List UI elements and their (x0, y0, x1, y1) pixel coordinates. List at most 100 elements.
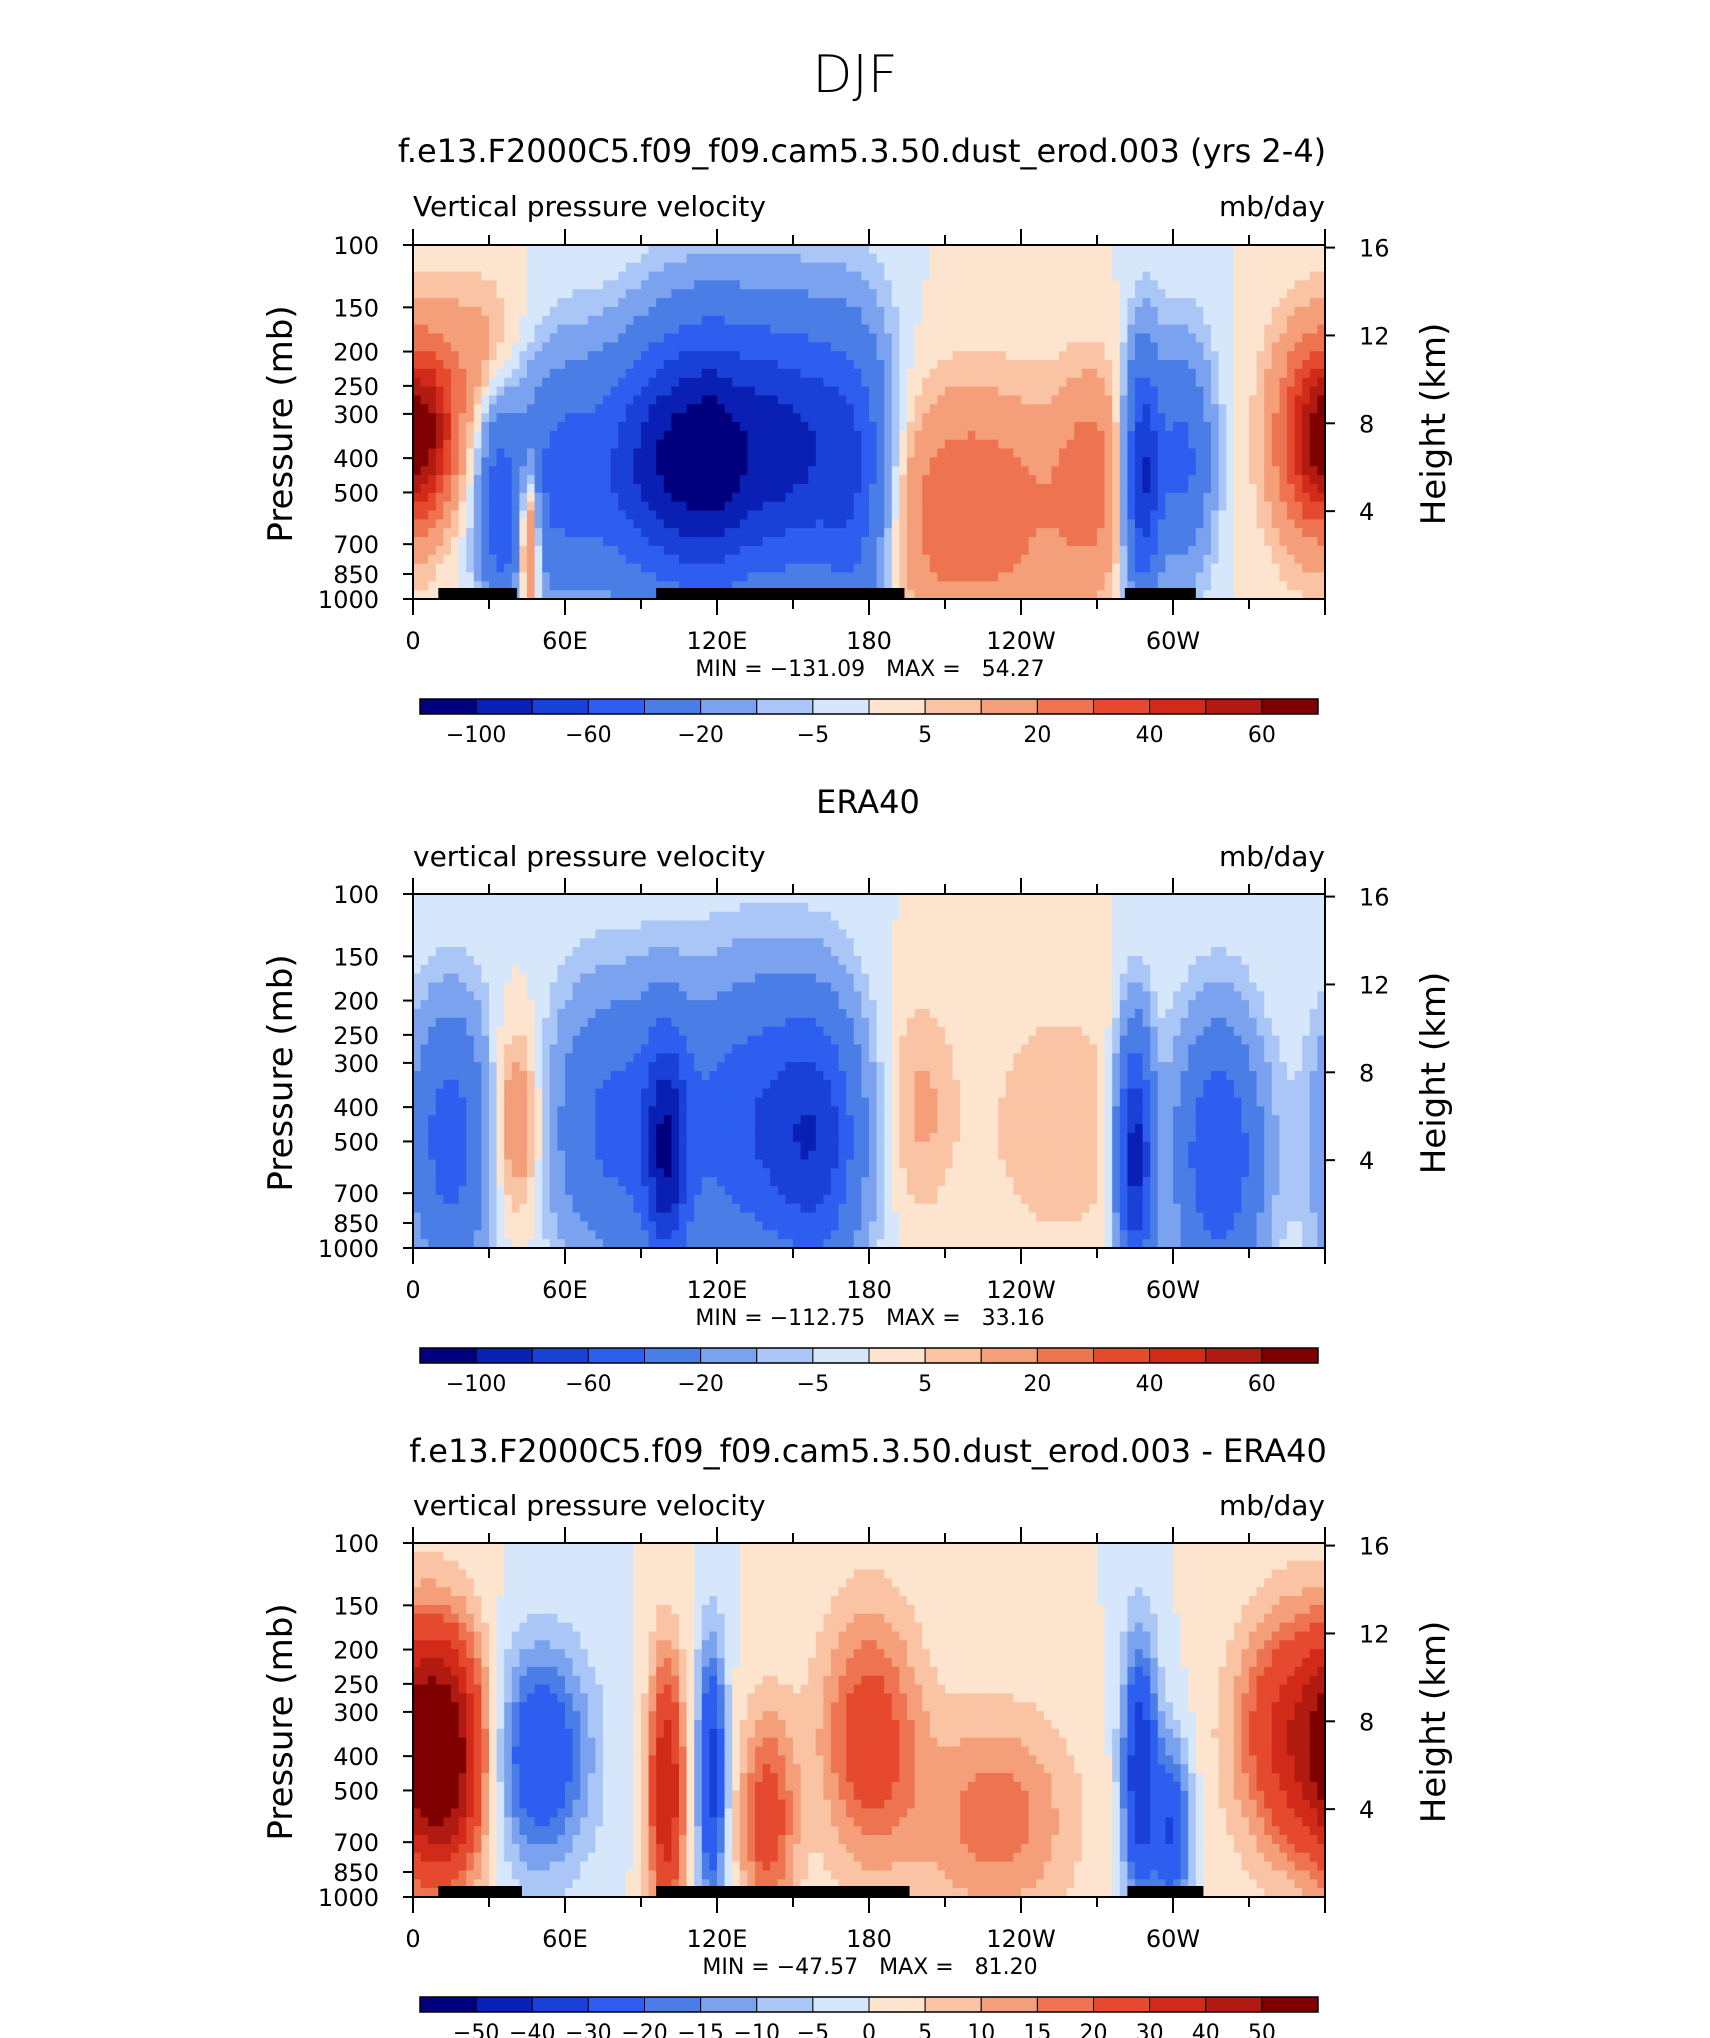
field-cell (1021, 378, 1029, 387)
field-cell (611, 254, 619, 263)
field-cell (937, 334, 945, 343)
field-cell (428, 564, 436, 573)
field-cell (413, 457, 421, 466)
field-cell (443, 307, 451, 316)
field-cell (991, 484, 999, 493)
field-cell (725, 395, 733, 404)
field-cell (633, 334, 641, 343)
field-cell (717, 466, 725, 475)
field-cell (922, 378, 930, 387)
page-title: DJF (812, 45, 897, 105)
field-cell (679, 316, 687, 325)
field-cell (1188, 325, 1196, 334)
field-cell (671, 528, 679, 537)
field-cell (527, 316, 535, 325)
field-cell (1188, 440, 1196, 449)
field-cell (519, 581, 527, 590)
field-cell (831, 316, 839, 325)
field-cell (1036, 449, 1044, 458)
field-cell (1089, 581, 1097, 590)
field-cell (793, 449, 801, 458)
field-cell (808, 422, 816, 431)
field-cell (1196, 395, 1204, 404)
field-cell (968, 272, 976, 281)
field-cell (740, 422, 748, 431)
field-cell (1105, 519, 1113, 528)
field-cell (679, 298, 687, 307)
field-cell (998, 280, 1006, 289)
field-cell (1287, 342, 1295, 351)
field-cell (877, 254, 885, 263)
field-cell (755, 440, 763, 449)
field-cell (1067, 449, 1075, 458)
field-cell (1013, 272, 1021, 281)
field-cell (1006, 272, 1014, 281)
field-cell (1219, 404, 1227, 413)
field-cell (557, 280, 565, 289)
field-cell (694, 564, 702, 573)
field-cell (975, 263, 983, 272)
field-cell (1074, 511, 1082, 520)
field-cell (550, 555, 558, 564)
field-cell (489, 298, 497, 307)
field-cell (641, 431, 649, 440)
field-cell (816, 280, 824, 289)
field-cell (1143, 555, 1151, 564)
field-cell (755, 555, 763, 564)
field-cell (778, 528, 786, 537)
field-cell (1044, 316, 1052, 325)
field-cell (443, 351, 451, 360)
field-cell (626, 307, 634, 316)
field-cell (641, 564, 649, 573)
field-cell (1272, 395, 1280, 404)
field-cell (1279, 245, 1287, 254)
field-cell (793, 457, 801, 466)
field-cell (573, 457, 581, 466)
field-cell (1127, 280, 1135, 289)
field-cell (671, 894, 679, 903)
field-cell (1173, 334, 1181, 343)
field-cell (1188, 307, 1196, 316)
field-cell (557, 528, 565, 537)
y-tick-label: 300 (333, 401, 379, 429)
field-cell (1226, 440, 1234, 449)
field-cell (1272, 466, 1280, 475)
field-cell (717, 457, 725, 466)
field-cell (717, 502, 725, 511)
field-cell (960, 440, 968, 449)
field-cell (436, 475, 444, 484)
field-cell (1051, 387, 1059, 396)
field-cell (770, 555, 778, 564)
field-cell (755, 325, 763, 334)
field-cell (489, 546, 497, 555)
field-cell (557, 519, 565, 528)
field-cell (573, 316, 581, 325)
field-cell (1044, 298, 1052, 307)
field-cell (1158, 387, 1166, 396)
field-cell (717, 564, 725, 573)
field-cell (899, 528, 907, 537)
field-cell (504, 572, 512, 581)
x-tick-label: 120W (986, 627, 1056, 655)
field-cell (915, 572, 923, 581)
field-cell (664, 457, 672, 466)
field-cell (1143, 351, 1151, 360)
y-axis-label-right: Height (km) (1414, 972, 1454, 1175)
field-cell (626, 369, 634, 378)
field-cell (763, 245, 771, 254)
field-cell (1082, 581, 1090, 590)
field-cell (747, 245, 755, 254)
field-cell (740, 263, 748, 272)
field-cell (1279, 564, 1287, 573)
field-cell (1120, 298, 1128, 307)
field-cell (785, 387, 793, 396)
field-cell (831, 422, 839, 431)
field-cell (1097, 475, 1105, 484)
field-cell (1135, 572, 1143, 581)
field-cell (1006, 369, 1014, 378)
field-cell (565, 404, 573, 413)
field-cell (436, 519, 444, 528)
field-cell (557, 484, 565, 493)
field-cell (1120, 537, 1128, 546)
field-cell (687, 555, 695, 564)
